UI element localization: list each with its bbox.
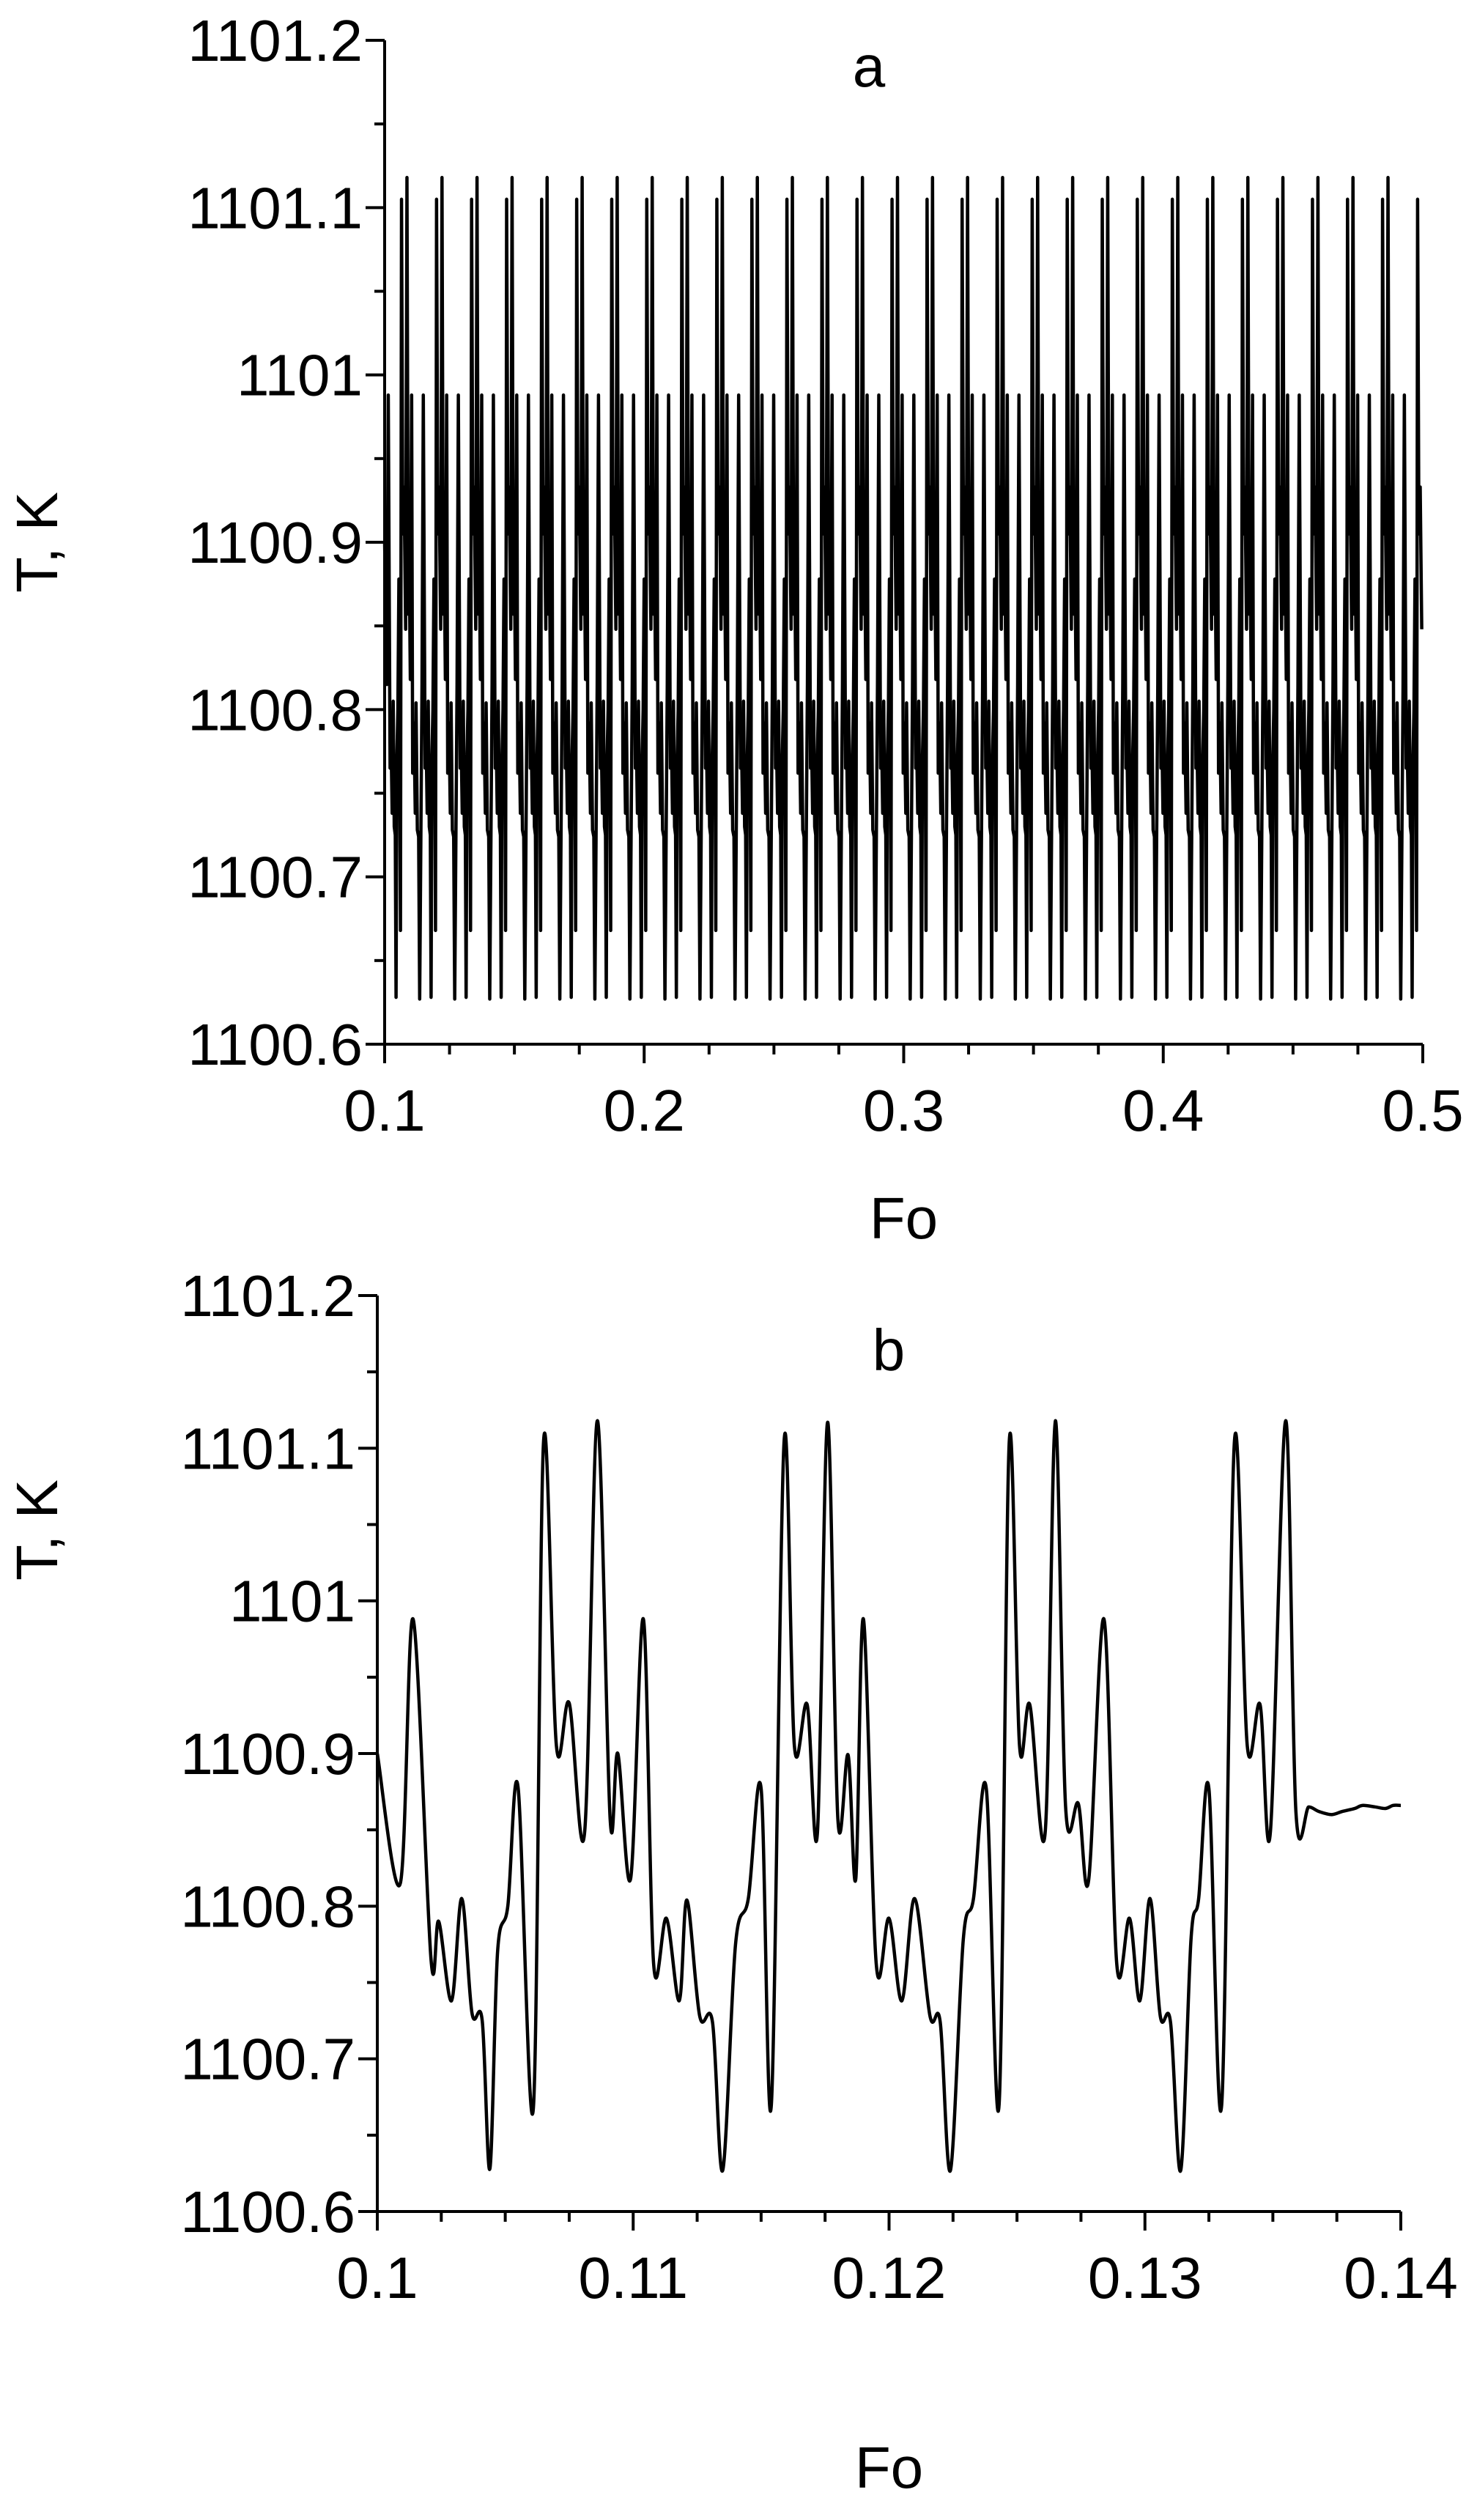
temperature-series-line (382, 175, 1424, 1001)
y-tick-label: 1100.9 (180, 1721, 355, 1786)
y-tick-label: 1100.7 (188, 845, 363, 910)
y-tick-label: 1100.8 (188, 677, 363, 742)
x-tick-label: 0.13 (1088, 2245, 1202, 2310)
y-tick-label: 1101.1 (180, 1416, 355, 1481)
y-tick-label: 1101.1 (188, 175, 363, 240)
x-tick-label: 0.11 (578, 2245, 688, 2310)
x-axis-title: Fo (855, 2435, 923, 2500)
x-axis-title: Fo (870, 1186, 938, 1251)
x-tick-label: 0.14 (1344, 2245, 1458, 2310)
x-tick-label: 0.5 (1382, 1078, 1463, 1143)
x-tick-label: 0.1 (344, 1078, 425, 1143)
y-axis-title: T, K (4, 1479, 70, 1581)
y-tick-label: 1101.2 (180, 1263, 355, 1329)
temperature-series-line (375, 1419, 1402, 2173)
y-tick-label: 1100.6 (180, 2179, 355, 2244)
x-tick-label: 0.1 (336, 2245, 418, 2310)
x-tick-label: 0.4 (1122, 1078, 1204, 1143)
y-axis-title: T, K (4, 492, 70, 593)
panel-b-chart: 1100.6 1100.7 1100.8 1100.9 1101 1101.1 1101.2… (4, 1263, 1458, 2500)
panel-label: b (873, 1318, 906, 1383)
y-tick-label: 1100.7 (180, 2027, 355, 2092)
x-tick-label: 0.2 (604, 1078, 685, 1143)
panel-a-chart: 1100.6 1100.7 1100.8 1100.9 1101 1101.1 1101.2… (4, 8, 1464, 1251)
y-tick-label: 1101 (229, 1569, 355, 1634)
y-tick-label: 1101.2 (188, 8, 363, 73)
x-tick-label: 0.3 (863, 1078, 944, 1143)
panel-label: a (853, 34, 886, 99)
y-tick-label: 1100.6 (188, 1012, 363, 1077)
y-tick-label: 1101 (237, 343, 363, 408)
y-tick-label: 1100.9 (188, 510, 363, 575)
y-tick-label: 1100.8 (180, 1874, 355, 1939)
x-tick-label: 0.12 (832, 2245, 947, 2310)
